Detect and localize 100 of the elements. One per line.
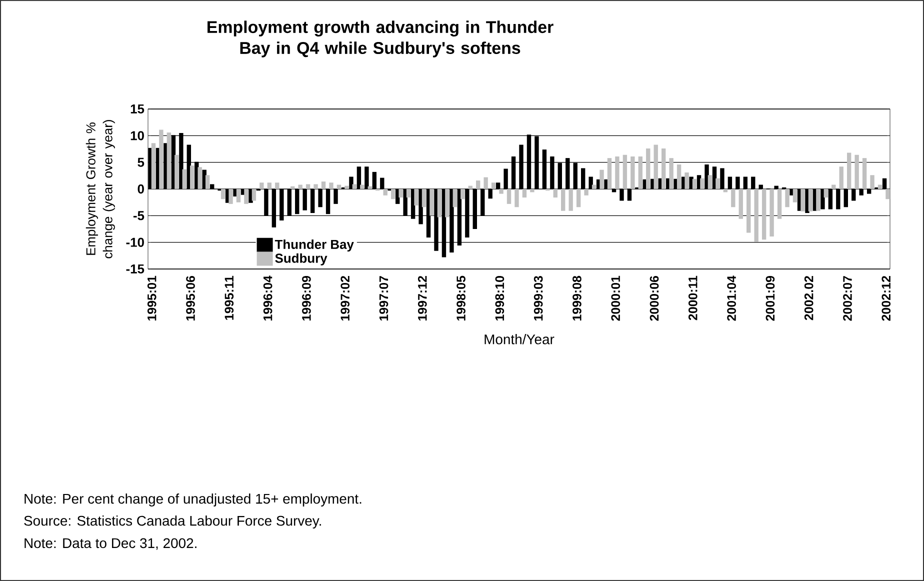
bar [434, 188, 438, 251]
bar [344, 186, 349, 189]
x-tick-label: 2001:04 [727, 276, 736, 321]
bar [398, 188, 403, 198]
bar [844, 188, 848, 208]
bar [728, 176, 732, 189]
bar [580, 168, 586, 189]
x-tick-label: 1999:03 [534, 276, 543, 320]
bar [615, 156, 620, 189]
chart-title: Employment growth advancing in Thunder Bay in Q4 while Sudbury's softens [208, 20, 554, 58]
text: Note: Per cent change of unadjusted 15+ employment. [24, 493, 362, 506]
bar [561, 188, 566, 211]
legend-label: Sudbury [275, 253, 328, 266]
bar [573, 162, 578, 189]
bar [244, 188, 248, 204]
bar [403, 188, 408, 216]
y-tick-label: -5 [133, 211, 144, 220]
bar [700, 178, 704, 189]
bar [272, 188, 276, 228]
bar [182, 169, 186, 189]
bar [236, 188, 241, 202]
bar [620, 188, 624, 201]
bar [630, 156, 635, 189]
y-tick-label: 10 [130, 131, 144, 140]
x-tick-label: 1999:08 [572, 276, 582, 320]
bar [592, 184, 596, 189]
x-tick-label: 1997:02 [340, 276, 350, 320]
bar [302, 188, 307, 210]
bar [777, 188, 782, 219]
bar [832, 184, 836, 189]
bar [422, 188, 426, 208]
bar [179, 132, 184, 189]
bar [720, 168, 724, 189]
bar [267, 182, 272, 189]
bar [414, 188, 418, 206]
bar [550, 156, 554, 189]
bar [484, 177, 488, 189]
bar [862, 158, 867, 189]
bar [852, 188, 856, 201]
bar [654, 144, 658, 189]
bar [450, 188, 454, 252]
bar [321, 182, 326, 189]
bar [491, 182, 496, 189]
bar [743, 176, 748, 189]
bar [298, 184, 302, 189]
bar [661, 148, 666, 189]
x-tick-label: 2002:07 [843, 276, 852, 321]
bar [295, 188, 300, 214]
bar [383, 188, 388, 196]
bar [836, 188, 840, 210]
bar [800, 188, 805, 212]
x-tick-label: 1997:12 [418, 276, 427, 320]
bar [882, 178, 887, 189]
x-tick-label: 2000:11 [688, 276, 698, 320]
bar [210, 184, 214, 189]
bar [499, 188, 504, 194]
bar [553, 188, 558, 198]
bar [452, 188, 458, 208]
bar [151, 143, 156, 189]
x-tick-label: 1997:07 [379, 276, 388, 320]
bar [870, 175, 874, 189]
bar [349, 176, 354, 189]
bar [198, 167, 202, 189]
bar [600, 170, 604, 189]
x-tick-label: 2001:09 [766, 276, 775, 321]
bar [390, 188, 396, 200]
bar [287, 188, 292, 216]
x-tick-label: 2002:12 [882, 276, 891, 321]
bar [588, 176, 593, 189]
x-tick-label: 1998:05 [456, 276, 466, 320]
bar [738, 188, 743, 219]
bar [530, 188, 534, 192]
bar [692, 178, 697, 189]
y-tick-label: -10 [126, 238, 144, 247]
bar [669, 158, 674, 189]
bar [506, 188, 512, 204]
bar [522, 188, 527, 198]
bar [326, 188, 330, 214]
bar [866, 188, 872, 194]
bar [627, 188, 632, 201]
bar [758, 184, 763, 189]
bar [380, 178, 384, 189]
legend-label: Thunder Bay [274, 239, 354, 252]
bar [792, 188, 798, 202]
bar [886, 188, 890, 200]
bar [519, 144, 524, 189]
bar [280, 188, 284, 220]
bar [306, 184, 310, 189]
source-note: Source: Statistics Canada Labour Force Survey. [24, 515, 321, 528]
bar [260, 182, 264, 189]
bar [476, 180, 480, 189]
x-tick-label: 1995:11 [224, 276, 234, 320]
y-tick-label: -15 [126, 264, 144, 274]
bar [646, 148, 650, 189]
x-tick-label: 1996:04 [263, 276, 272, 320]
bar [457, 188, 462, 246]
bar [190, 166, 194, 189]
bar [808, 188, 813, 212]
bar [220, 188, 226, 200]
bar [275, 182, 280, 189]
